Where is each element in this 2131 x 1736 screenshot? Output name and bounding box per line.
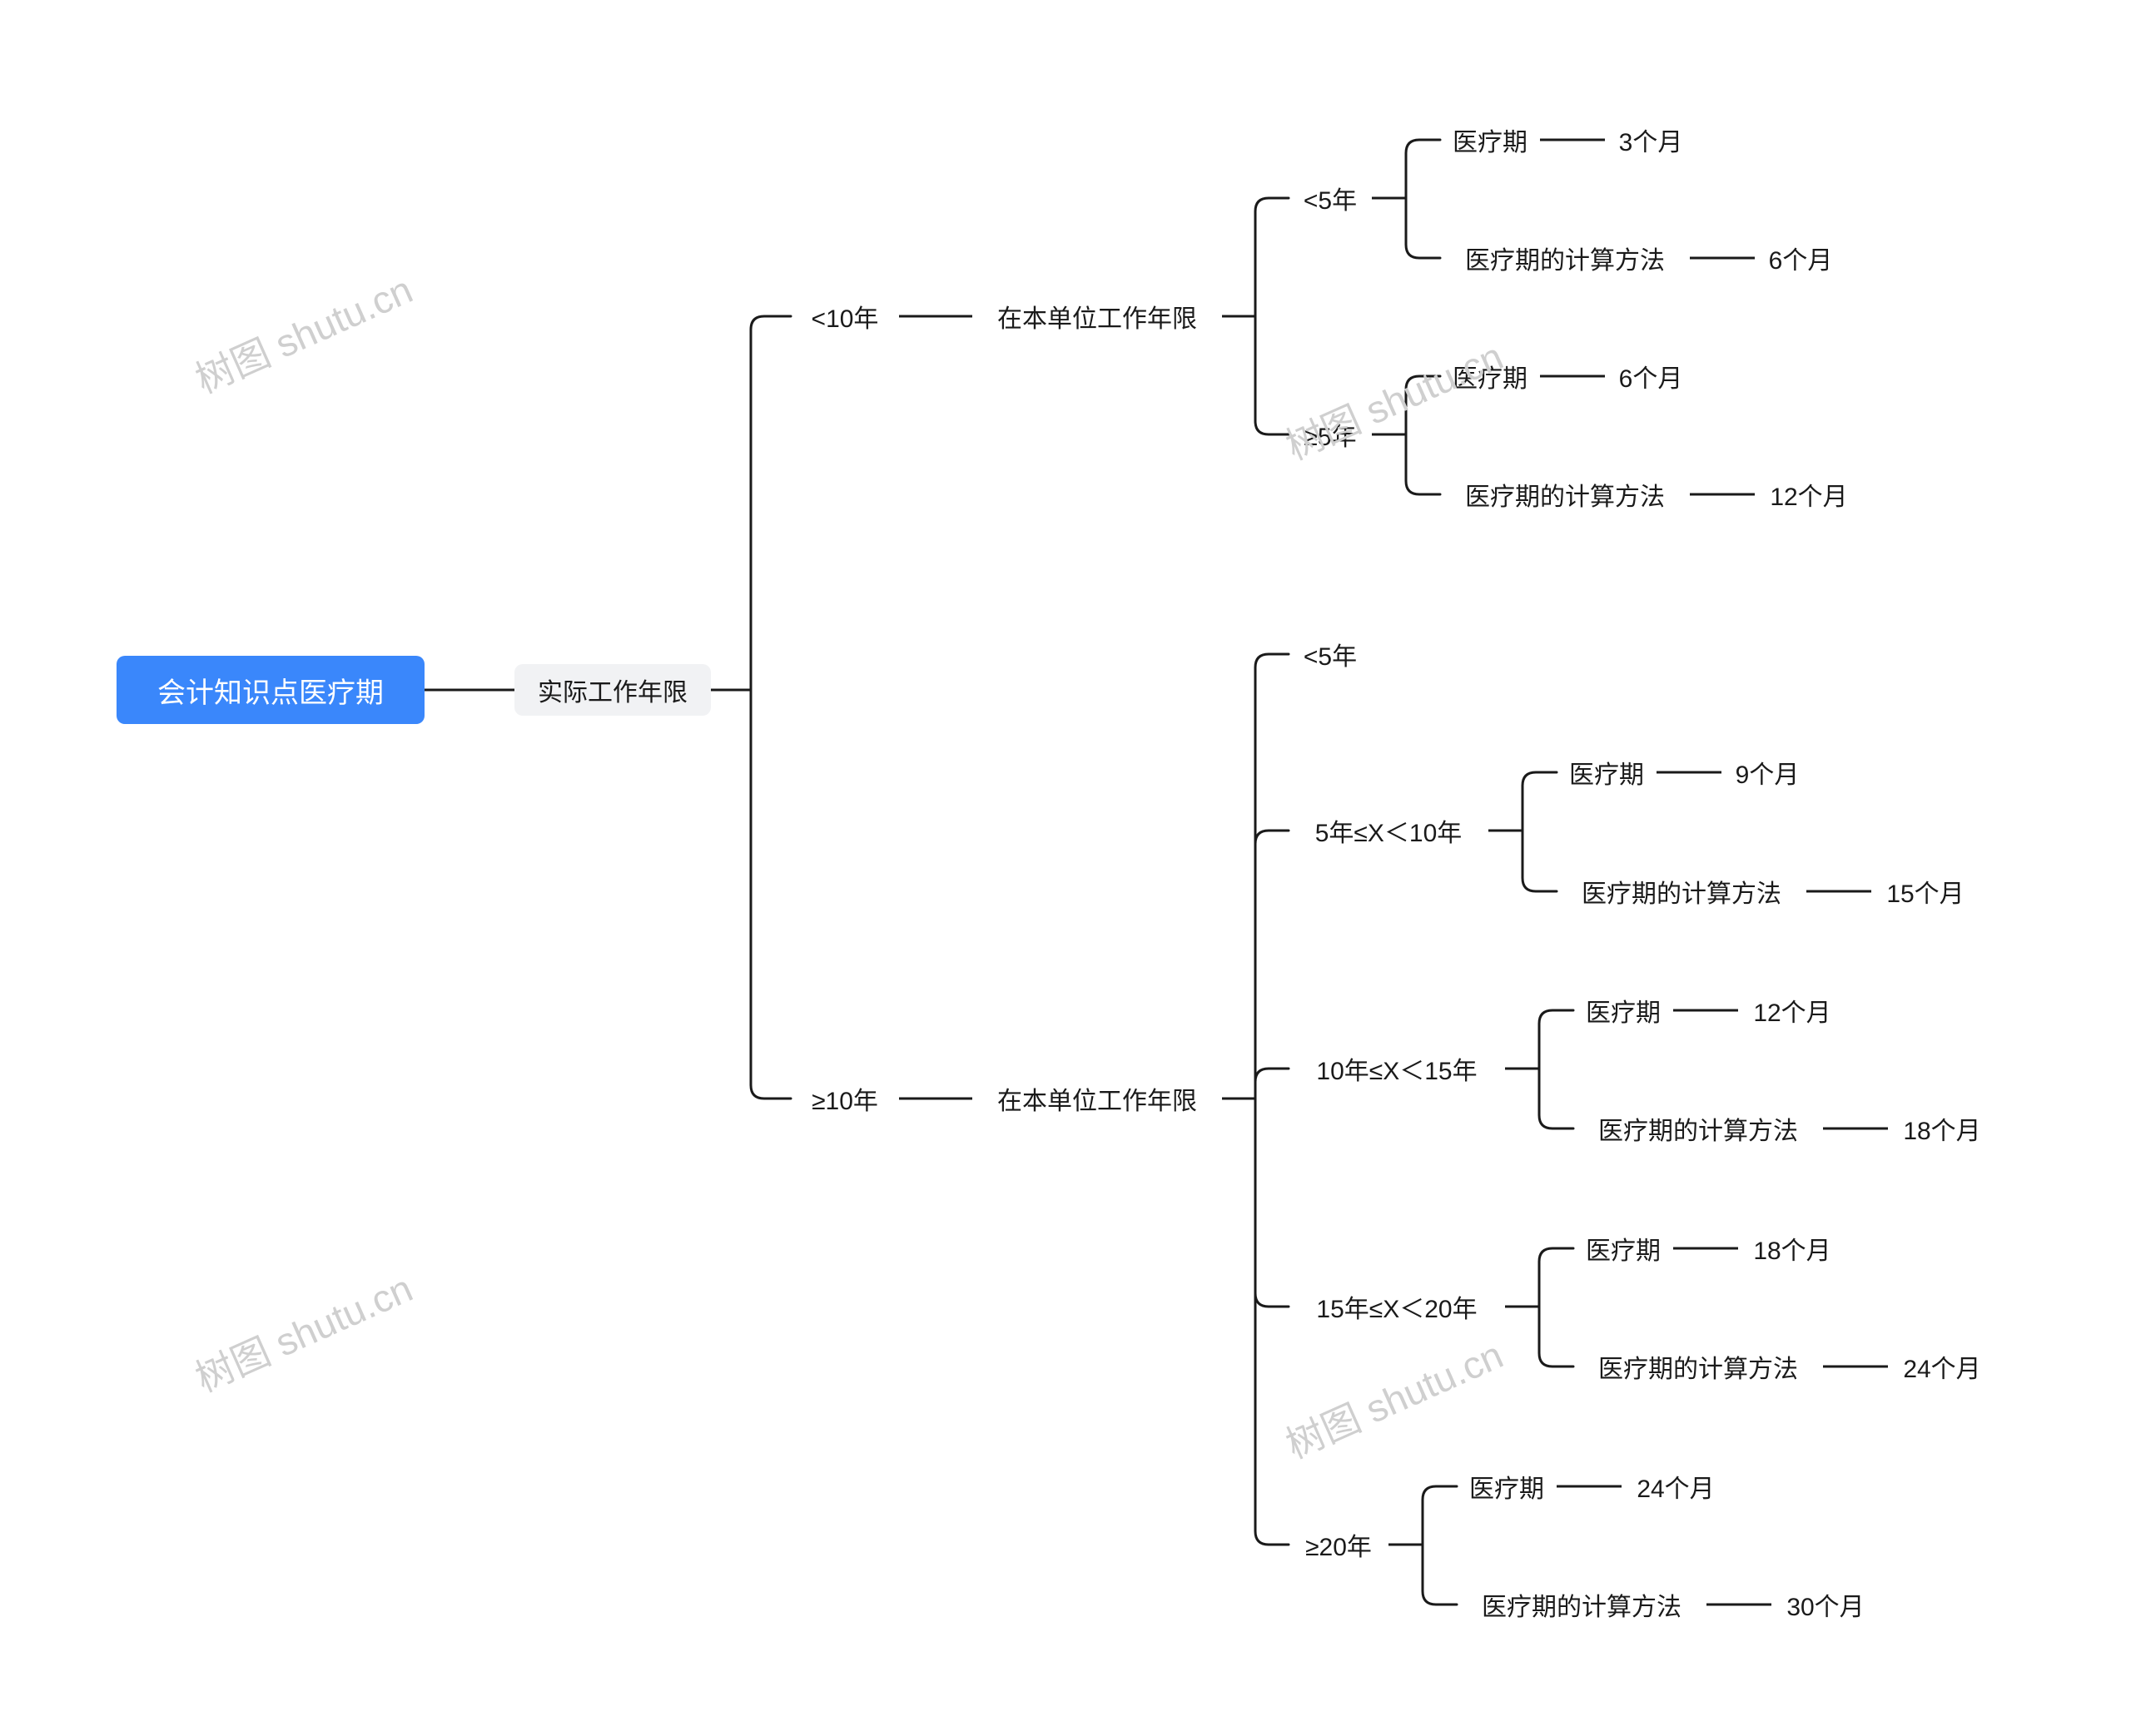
level2-node: <10年 (791, 295, 899, 338)
level4-node: 15年≤X＜20年 (1289, 1285, 1505, 1328)
level4-node: <5年 (1289, 176, 1372, 220)
level3-node: 在本单位工作年限 (972, 1077, 1222, 1120)
level6-node: 6个月 (1605, 355, 1696, 398)
level6-node: 18个月 (1888, 1107, 1996, 1150)
level5-node: 医疗期的计算方法 (1573, 1107, 1823, 1150)
root-node: 会计知识点医疗期 (117, 656, 425, 724)
level4-node: <5年 (1289, 632, 1372, 676)
level5-node: 医疗期 (1457, 1465, 1557, 1508)
level6-node: 9个月 (1721, 751, 1813, 794)
level6-node: 15个月 (1871, 870, 1979, 913)
level5-node: 医疗期 (1440, 118, 1540, 161)
level6-node: 3个月 (1605, 118, 1696, 161)
level6-node: 30个月 (1771, 1583, 1880, 1626)
level5-node: 医疗期 (1440, 355, 1540, 398)
level6-node: 12个月 (1755, 473, 1863, 516)
level1-node: 实际工作年限 (514, 664, 711, 716)
level4-node: 10年≤X＜15年 (1289, 1047, 1505, 1090)
level5-node: 医疗期 (1557, 751, 1657, 794)
level6-node: 24个月 (1888, 1345, 1996, 1388)
level6-node: 6个月 (1755, 236, 1846, 280)
level5-node: 医疗期的计算方法 (1440, 473, 1690, 516)
level6-node: 12个月 (1738, 989, 1846, 1032)
level2-node: ≥10年 (791, 1077, 899, 1120)
level5-node: 医疗期的计算方法 (1573, 1345, 1823, 1388)
level5-node: 医疗期的计算方法 (1457, 1583, 1706, 1626)
level4-node: ≥20年 (1289, 1523, 1388, 1566)
level4-node: ≥5年 (1289, 413, 1372, 456)
level6-node: 24个月 (1622, 1465, 1730, 1508)
level4-node: 5年≤X＜10年 (1289, 809, 1488, 852)
level5-node: 医疗期 (1573, 1227, 1673, 1270)
level5-node: 医疗期 (1573, 989, 1673, 1032)
level3-node: 在本单位工作年限 (972, 295, 1222, 338)
level5-node: 医疗期的计算方法 (1440, 236, 1690, 280)
level6-node: 18个月 (1738, 1227, 1846, 1270)
level5-node: 医疗期的计算方法 (1557, 870, 1806, 913)
